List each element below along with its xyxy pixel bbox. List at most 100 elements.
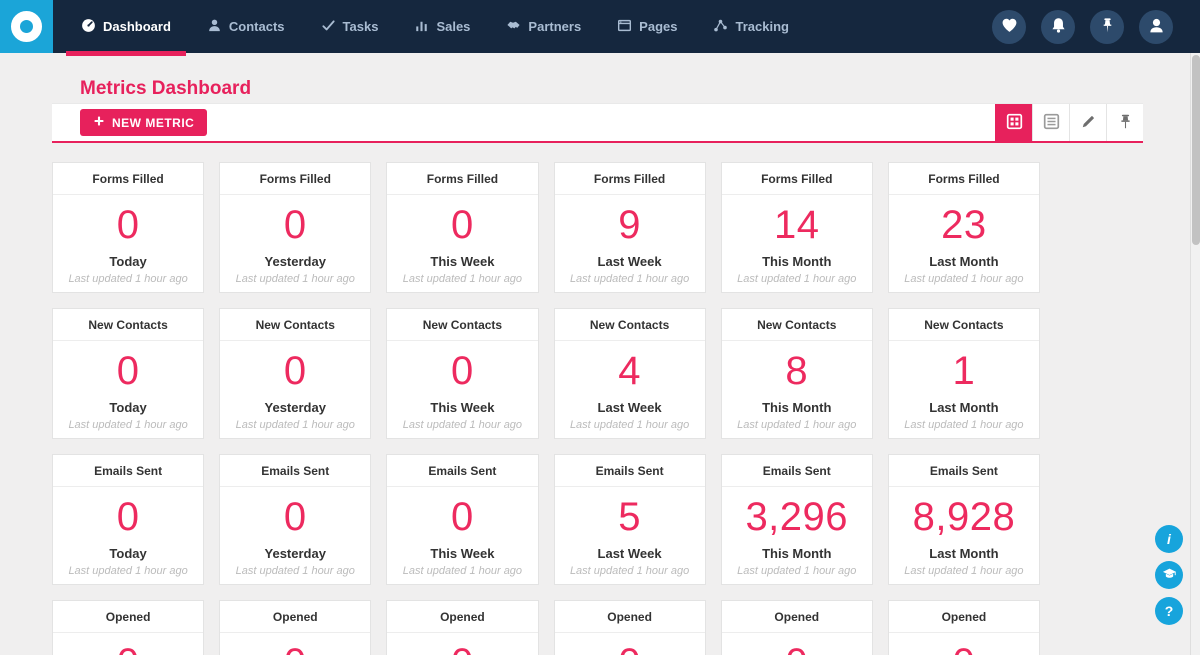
metric-name: New Contacts xyxy=(220,309,371,341)
new-metric-label: NEW METRIC xyxy=(112,115,195,130)
metric-value: 0 xyxy=(283,495,307,539)
metric-updated: Last updated 1 hour ago xyxy=(569,273,690,285)
metric-card[interactable]: Forms Filled 23 Last Month Last updated … xyxy=(887,162,1040,293)
nav-label: Tracking xyxy=(735,19,789,34)
metric-value: 4 xyxy=(618,349,641,393)
metric-card[interactable]: Forms Filled 0 Today Last updated 1 hour… xyxy=(52,162,205,293)
heart-icon xyxy=(1001,17,1018,37)
metric-updated: Last updated 1 hour ago xyxy=(737,419,857,431)
metric-card[interactable]: Opened 0 This Month Last updated 1 hour … xyxy=(720,600,873,655)
metric-name: Emails Sent xyxy=(53,455,204,487)
metric-value: 0 xyxy=(220,643,370,655)
nav-item-pages[interactable]: Pages xyxy=(606,0,688,53)
logo-o-icon xyxy=(11,11,42,42)
metric-card[interactable]: New Contacts 0 This Week Last updated 1 … xyxy=(386,308,539,439)
education-button[interactable] xyxy=(1155,561,1183,589)
metric-period: This Month xyxy=(762,546,832,561)
pushpin-icon xyxy=(1099,17,1116,37)
notifications-button[interactable] xyxy=(1041,9,1075,44)
metric-card[interactable]: Emails Sent 0 This Week Last updated 1 h… xyxy=(386,454,539,585)
info-button[interactable]: i xyxy=(1155,525,1183,553)
list-view-icon xyxy=(1043,113,1060,133)
metric-card[interactable]: Emails Sent 0 Yesterday Last updated 1 h… xyxy=(219,454,372,585)
metric-updated: Last updated 1 hour ago xyxy=(904,565,1024,577)
metric-card[interactable]: Opened 0 This Week Last updated 1 hour a… xyxy=(386,600,539,655)
metric-card[interactable]: Opened 0 Today Last updated 1 hour ago xyxy=(52,600,205,655)
nav-item-tracking[interactable]: Tracking xyxy=(702,0,799,53)
nav-label: Sales xyxy=(436,19,471,34)
bell-icon xyxy=(1050,17,1067,37)
metric-name: Forms Filled xyxy=(554,163,705,195)
ontraport-logo[interactable] xyxy=(0,0,53,53)
metric-name: Emails Sent xyxy=(220,455,371,487)
help-button[interactable]: ? xyxy=(1155,597,1183,625)
nav-item-partners[interactable]: Partners xyxy=(495,0,592,53)
edit-button[interactable] xyxy=(1069,104,1106,141)
nav-label: Dashboard xyxy=(103,19,171,34)
handshake-icon xyxy=(506,18,521,36)
metric-name: New Contacts xyxy=(53,309,204,341)
metric-card[interactable]: Opened 0 Last Month Last updated 1 hour … xyxy=(887,600,1040,655)
nav-item-sales[interactable]: Sales xyxy=(403,0,481,53)
metric-name: Opened xyxy=(387,601,538,633)
account-button[interactable] xyxy=(1139,9,1173,44)
metric-card[interactable]: Forms Filled 0 This Week Last updated 1 … xyxy=(386,162,539,293)
metric-card[interactable]: Opened 0 Yesterday Last updated 1 hour a… xyxy=(219,600,372,655)
metric-value: 0 xyxy=(889,643,1039,655)
grid-view-button[interactable] xyxy=(995,104,1032,141)
new-metric-button[interactable]: NEW METRIC xyxy=(80,109,208,136)
user-avatar-icon xyxy=(1148,17,1165,37)
metric-card[interactable]: New Contacts 0 Today Last updated 1 hour… xyxy=(52,308,205,439)
vertical-scrollbar xyxy=(1190,53,1200,655)
metric-card[interactable]: New Contacts 4 Last Week Last updated 1 … xyxy=(553,308,706,439)
metric-updated: Last updated 1 hour ago xyxy=(402,273,523,285)
metric-card[interactable]: Forms Filled 14 This Month Last updated … xyxy=(720,162,873,293)
metric-period: Last Month xyxy=(929,546,999,561)
metric-card[interactable]: Opened 0 Last Week Last updated 1 hour a… xyxy=(553,600,706,655)
list-view-button[interactable] xyxy=(1032,104,1069,141)
metric-updated: Last updated 1 hour ago xyxy=(235,565,355,577)
metric-card[interactable]: Emails Sent 3,296 This Month Last update… xyxy=(720,454,873,585)
metric-updated: Last updated 1 hour ago xyxy=(904,273,1024,285)
metric-period: Last Month xyxy=(929,400,999,415)
metric-card[interactable]: New Contacts 1 Last Month Last updated 1… xyxy=(887,308,1040,439)
pinned-button[interactable] xyxy=(1090,9,1124,44)
plus-icon xyxy=(93,115,105,130)
scrollbar-thumb[interactable] xyxy=(1192,55,1200,245)
metric-value: 0 xyxy=(283,349,307,393)
metric-card[interactable]: Forms Filled 0 Yesterday Last updated 1 … xyxy=(219,162,372,293)
nav-label: Contacts xyxy=(228,19,285,34)
metric-updated: Last updated 1 hour ago xyxy=(68,565,188,577)
metric-name: Forms Filled xyxy=(220,163,371,195)
metric-period: Yesterday xyxy=(264,400,326,415)
metric-card[interactable]: Forms Filled 9 Last Week Last updated 1 … xyxy=(553,162,706,293)
pin-view-button[interactable] xyxy=(1106,104,1143,141)
metric-value: 0 xyxy=(53,643,203,655)
nav-item-contacts[interactable]: Contacts xyxy=(196,0,296,53)
metric-name: Opened xyxy=(220,601,371,633)
metric-value: 1 xyxy=(952,349,976,393)
pencil-icon xyxy=(1080,113,1097,133)
browser-icon xyxy=(617,18,632,36)
metric-card[interactable]: Emails Sent 0 Today Last updated 1 hour … xyxy=(52,454,205,585)
metric-value: 9 xyxy=(618,203,641,247)
metric-period: This Month xyxy=(762,400,832,415)
metric-updated: Last updated 1 hour ago xyxy=(68,419,188,431)
nav-item-dashboard[interactable]: Dashboard xyxy=(66,0,186,56)
metrics-toolbar: NEW METRIC xyxy=(52,103,1143,143)
metric-card[interactable]: New Contacts 0 Yesterday Last updated 1 … xyxy=(219,308,372,439)
favorites-button[interactable] xyxy=(992,9,1026,44)
nav-item-tasks[interactable]: Tasks xyxy=(310,0,390,53)
check-icon xyxy=(321,18,336,36)
contact-icon xyxy=(207,18,222,36)
metric-value: 14 xyxy=(773,203,820,247)
metric-card[interactable]: New Contacts 8 This Month Last updated 1… xyxy=(720,308,873,439)
metric-card[interactable]: Emails Sent 8,928 Last Month Last update… xyxy=(887,454,1040,585)
metric-name: Forms Filled xyxy=(53,163,204,195)
metric-name: Emails Sent xyxy=(554,455,705,487)
metric-updated: Last updated 1 hour ago xyxy=(235,419,355,431)
metric-period: Today xyxy=(109,546,147,561)
metric-card[interactable]: Emails Sent 5 Last Week Last updated 1 h… xyxy=(553,454,706,585)
pin-icon xyxy=(1117,113,1134,133)
metric-value: 0 xyxy=(722,643,872,655)
